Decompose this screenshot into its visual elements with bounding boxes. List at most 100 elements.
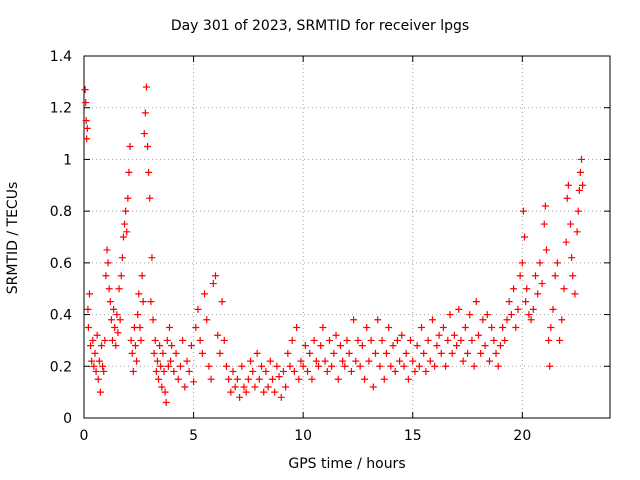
data-point [516, 272, 524, 280]
data-point [110, 305, 118, 313]
data-point [579, 181, 587, 189]
data-point [393, 336, 401, 344]
data-point [227, 388, 235, 396]
data-point [387, 362, 395, 370]
data-point [459, 357, 467, 365]
data-point [540, 220, 548, 228]
data-point [164, 362, 172, 370]
data-point [400, 362, 408, 370]
data-point [365, 357, 373, 365]
data-point [553, 259, 561, 267]
data-point [510, 285, 518, 293]
data-point [531, 272, 539, 280]
data-point [507, 311, 515, 319]
data-point [483, 311, 491, 319]
data-point [158, 383, 166, 391]
data-point [148, 254, 156, 262]
data-point [332, 331, 340, 339]
data-point [129, 367, 137, 375]
data-point [290, 367, 298, 375]
data-point [341, 362, 349, 370]
data-point [485, 357, 493, 365]
data-point [103, 246, 111, 254]
data-point [102, 272, 110, 280]
data-point [282, 383, 290, 391]
data-point [336, 342, 344, 350]
data-point [481, 342, 489, 350]
data-point [96, 388, 104, 396]
data-point [99, 362, 107, 370]
data-point [156, 342, 164, 350]
data-point [112, 342, 120, 350]
data-point [558, 316, 566, 324]
data-point [139, 298, 147, 306]
y-tick-label: 1.2 [50, 101, 72, 117]
data-point [402, 349, 410, 357]
data-point [196, 336, 204, 344]
data-point [194, 305, 202, 313]
data-point [147, 298, 155, 306]
plot-frame [83, 55, 611, 419]
data-point [334, 375, 342, 383]
data-point [374, 316, 382, 324]
data-point [297, 357, 305, 365]
data-point [439, 324, 447, 331]
data-point [424, 336, 432, 344]
data-point [144, 143, 152, 150]
data-point [542, 246, 550, 254]
data-point [563, 194, 571, 202]
data-point [442, 362, 450, 370]
data-point [225, 375, 233, 383]
data-point [88, 357, 96, 365]
data-point [407, 336, 415, 344]
data-point [253, 349, 261, 357]
data-point [385, 324, 393, 331]
data-point [499, 324, 507, 331]
data-point [121, 220, 129, 228]
data-point [562, 238, 570, 246]
data-point [347, 367, 355, 375]
data-point [87, 342, 95, 350]
data-point [323, 367, 331, 375]
data-point [321, 357, 329, 365]
data-point [306, 349, 314, 357]
data-point [470, 362, 478, 370]
data-point [522, 298, 530, 306]
y-tick-label: 0.6 [50, 256, 72, 272]
x-tick-label: 5 [189, 428, 198, 444]
data-point [203, 316, 211, 324]
data-point [492, 349, 500, 357]
data-point [578, 155, 586, 163]
data-point [114, 329, 122, 337]
data-point [95, 357, 103, 365]
data-point [216, 349, 224, 357]
data-point [350, 316, 358, 324]
data-point [140, 130, 148, 138]
data-point [268, 375, 276, 383]
data-point [312, 357, 320, 365]
data-point [94, 375, 102, 383]
data-point [426, 357, 434, 365]
data-point [153, 357, 161, 365]
data-point [378, 336, 386, 344]
data-point [444, 336, 452, 344]
data-point [422, 367, 430, 375]
data-point [132, 342, 140, 350]
data-point [437, 349, 445, 357]
data-point [420, 349, 428, 357]
data-point [455, 305, 463, 313]
data-point [396, 357, 404, 365]
data-point [133, 357, 141, 365]
data-point [446, 311, 454, 319]
data-point [134, 311, 142, 319]
data-point [367, 336, 375, 344]
data-point [207, 375, 215, 383]
data-point [179, 336, 187, 344]
data-point [104, 259, 112, 267]
data-point [523, 285, 531, 293]
data-point [512, 324, 520, 331]
data-point [136, 324, 144, 331]
y-tick-label: 1 [63, 152, 72, 168]
data-point [435, 331, 443, 339]
